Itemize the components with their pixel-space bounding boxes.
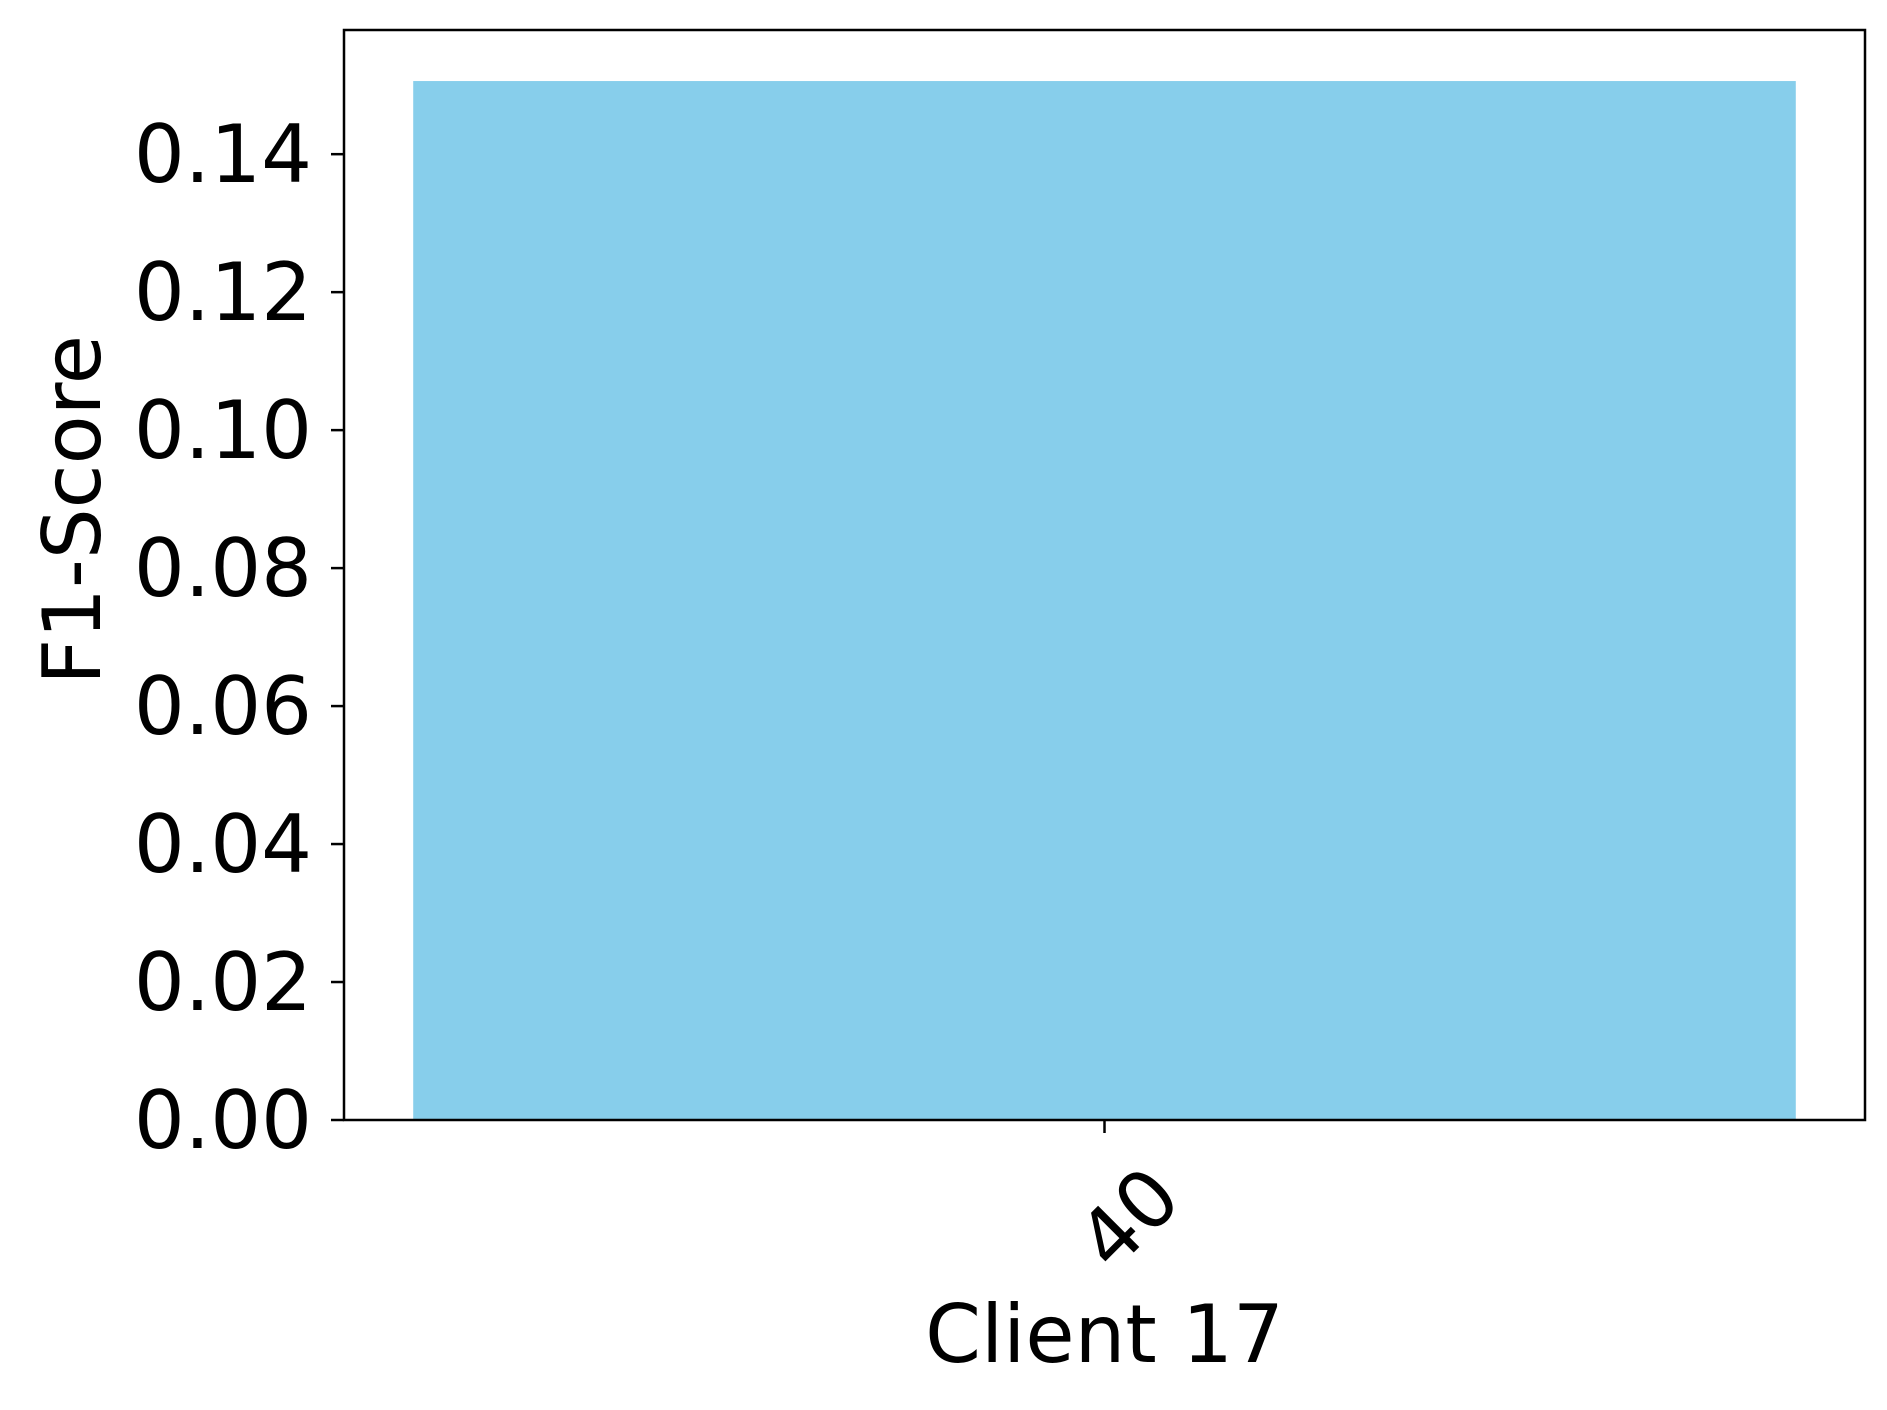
x-axis: 40 <box>1060 1120 1198 1287</box>
x-axis-label: Client 17 <box>925 1288 1284 1381</box>
y-axis-label: F1-Score <box>26 335 119 685</box>
y-tick-label: 0.06 <box>134 660 312 753</box>
y-tick-label: 0.10 <box>134 384 312 477</box>
y-axis: 0.00 0.02 0.04 0.06 0.08 0.10 0.12 0.14 <box>134 108 344 1167</box>
y-tick-label: 0.04 <box>134 798 312 891</box>
y-tick-label: 0.14 <box>134 108 312 201</box>
bar-40 <box>413 81 1796 1120</box>
y-tick-label: 0.08 <box>134 522 312 615</box>
y-tick-label: 0.02 <box>134 936 312 1029</box>
bars-layer <box>413 81 1796 1120</box>
y-tick-label: 0.12 <box>134 246 312 339</box>
x-tick-label: 40 <box>1060 1150 1198 1288</box>
y-tick-label: 0.00 <box>134 1074 312 1167</box>
